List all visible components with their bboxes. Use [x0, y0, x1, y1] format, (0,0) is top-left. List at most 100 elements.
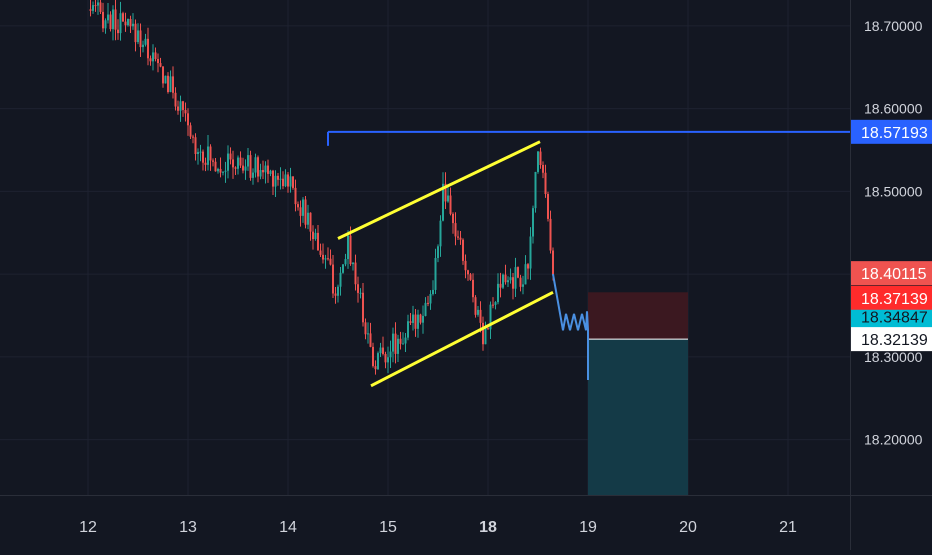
candle-body	[122, 13, 124, 22]
price-label-text: 18.37139	[861, 291, 928, 308]
candle-body	[319, 250, 322, 255]
time-axis-tick-label: 19	[579, 519, 597, 536]
candle-body	[354, 262, 357, 285]
candle-body	[177, 106, 179, 111]
candle-body	[137, 30, 139, 43]
candle-body	[419, 314, 422, 323]
candle-body	[202, 151, 204, 163]
candle-body	[187, 113, 189, 126]
candle-body	[302, 199, 304, 216]
candle-body	[377, 353, 379, 370]
candle-body	[139, 30, 142, 48]
candle-body	[439, 220, 442, 247]
candle-body	[112, 9, 114, 30]
candle-body	[532, 208, 534, 237]
candle-body	[307, 212, 309, 225]
candle-body	[252, 172, 254, 178]
candle-body	[552, 250, 554, 276]
candle-body	[512, 277, 514, 289]
candle-body	[499, 283, 502, 288]
candle-body	[254, 157, 257, 173]
candle-body	[442, 183, 444, 221]
candle-body	[482, 322, 484, 345]
channel-upper-line[interactable]	[337, 140, 541, 240]
time-axis-tick-label: 13	[179, 519, 197, 536]
price-axis-panel[interactable]	[850, 0, 932, 495]
candle-body	[134, 23, 137, 43]
candle-body	[469, 274, 472, 280]
candle-body	[352, 262, 354, 265]
candle-body	[269, 170, 272, 174]
candle-body	[452, 213, 454, 224]
candle-body	[124, 21, 127, 26]
candle-body	[297, 204, 299, 208]
stop-loss-zone[interactable]	[588, 292, 688, 340]
price-label-text: 18.34847	[861, 310, 928, 327]
candle-body	[399, 338, 402, 344]
candle-body	[107, 14, 109, 21]
candle-body	[204, 162, 207, 165]
candle-body	[449, 195, 452, 214]
candle-body	[494, 302, 497, 305]
candle-body	[229, 153, 232, 160]
candle-body	[394, 333, 397, 354]
candle-body	[422, 315, 424, 323]
time-axis-tick-label: 18	[479, 519, 497, 536]
candle-body	[497, 283, 499, 303]
candle-body	[209, 146, 212, 161]
candle-body	[427, 302, 429, 304]
candle-body	[119, 13, 122, 34]
candle-body	[92, 5, 94, 11]
candle-body	[154, 52, 157, 60]
candle-body	[464, 260, 467, 271]
candle-body	[184, 109, 187, 114]
candle-body	[524, 264, 527, 285]
candle-body	[344, 259, 347, 265]
candle-body	[432, 289, 434, 295]
candle-body	[414, 314, 417, 329]
candle-body	[362, 292, 364, 323]
candle-body	[114, 9, 117, 30]
price-label-badge	[851, 119, 932, 144]
candle-body	[527, 264, 529, 269]
candle-body	[162, 66, 164, 84]
candle-body	[179, 101, 182, 111]
candle-body	[199, 151, 202, 153]
candle-body	[207, 146, 209, 165]
candle-body	[539, 151, 542, 165]
candle-body	[264, 165, 267, 173]
candle-body	[262, 170, 264, 173]
candle-body	[194, 137, 197, 154]
candle-body	[474, 297, 477, 315]
candle-body	[94, 5, 97, 7]
candle-body	[224, 170, 227, 172]
channel-lower-line[interactable]	[370, 290, 554, 388]
candle-body	[147, 38, 149, 59]
price-axis-tick-label: 18.20000	[864, 432, 923, 448]
candle-body	[164, 75, 167, 84]
candle-body	[447, 195, 449, 202]
price-axis-tick-label: 18.50000	[864, 183, 923, 199]
candle-body	[117, 29, 119, 34]
candle-body	[274, 175, 277, 187]
candle-body	[479, 309, 482, 323]
candle-body	[367, 333, 369, 335]
candle-body	[522, 284, 524, 287]
candle-body	[304, 199, 307, 225]
candle-body	[397, 338, 399, 354]
candle-body	[392, 333, 394, 352]
price-label-badge	[851, 285, 932, 310]
candle-body	[159, 63, 162, 67]
candle-body	[434, 257, 437, 290]
candle-body	[149, 58, 152, 62]
candle-body	[429, 294, 432, 304]
time-axis-tick-label: 12	[79, 519, 97, 536]
price-projection-path[interactable]	[552, 273, 589, 380]
candle-body	[477, 309, 479, 315]
candle-body	[257, 157, 259, 177]
candle-body	[387, 357, 389, 363]
take-profit-zone[interactable]	[588, 339, 688, 495]
time-axis-tick-label: 20	[679, 519, 697, 536]
